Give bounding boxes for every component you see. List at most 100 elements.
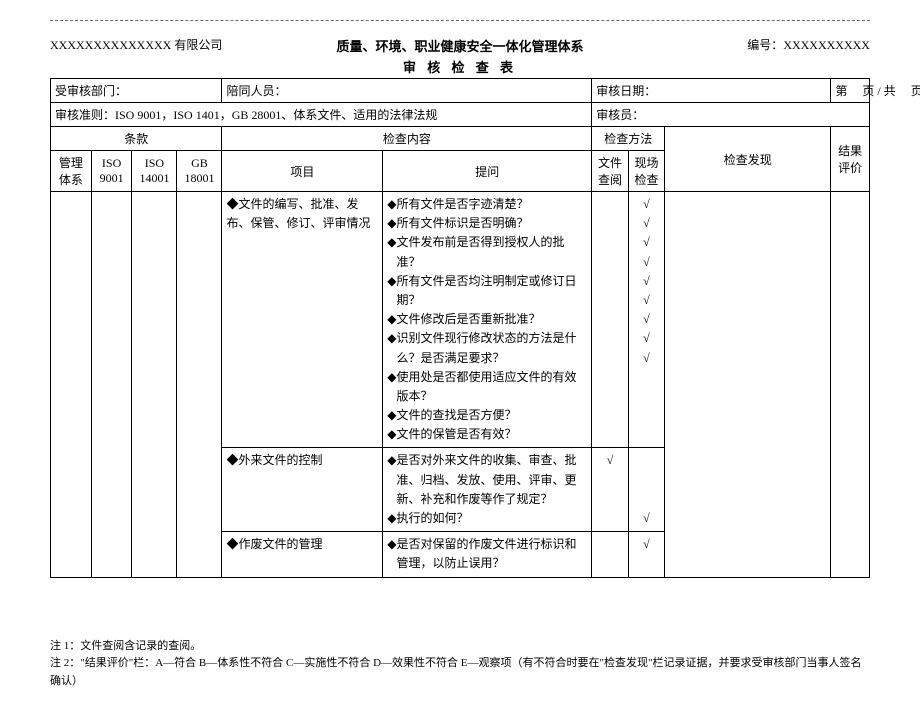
question-line: ◆文件的保管是否有效？ [387, 425, 587, 444]
check-mark: √ [633, 195, 660, 214]
bullet-icon: ◆ [387, 195, 396, 214]
check-mark: √ [633, 253, 660, 272]
question-line: ◆文件修改后是否重新批准？ [387, 310, 587, 329]
check-mark [596, 291, 623, 310]
question-line: ◆使用处是否都使用适应文件的有效版本？ [387, 368, 587, 406]
check-mark [596, 329, 623, 348]
sitecheck-cell: √ [628, 448, 664, 532]
clause-cell [132, 192, 177, 578]
bullet-icon: ◆ [387, 509, 396, 528]
table-row: ◆文件的编写、批准、发布、保管、修订、评审情况◆所有文件是否字迹清楚？◆所有文件… [51, 192, 870, 448]
question-text: 是否对保留的作废文件进行标识和管理，以防止误用？ [397, 535, 588, 573]
main-table: 受审核部门： 陪同人员： 审核日期： 第 页 / 共 页 审核准则：ISO 90… [50, 78, 870, 578]
col-result: 结果评价 [831, 127, 870, 192]
check-mark [596, 233, 623, 252]
check-mark [596, 471, 623, 490]
docno-label: 编号： [747, 38, 783, 52]
bullet-icon: ◆ [387, 272, 396, 310]
col-question: 提问 [383, 151, 592, 192]
note-1: 注 1：文件查阅含记录的查阅。 [50, 638, 870, 656]
question-line: ◆识别文件现行修改状态的方法是什么？是否满足要求？ [387, 329, 587, 367]
question-line: ◆文件发布前是否得到授权人的批准？ [387, 233, 587, 271]
check-mark [596, 535, 623, 554]
page-mid: 页 / 共 [862, 84, 895, 98]
question-text: 识别文件现行修改状态的方法是什么？是否满足要求？ [397, 329, 588, 367]
check-mark [596, 195, 623, 214]
doc-number: 编号：XXXXXXXXXX [597, 36, 870, 53]
bullet-icon: ◆ [387, 451, 396, 509]
check-mark [596, 272, 623, 291]
question-text: 文件的查找是否方便？ [397, 406, 517, 425]
bullet-icon: ◆ [387, 425, 396, 444]
check-mark [633, 451, 660, 470]
check-mark [596, 253, 623, 272]
col-method: 检查方法 [592, 127, 665, 151]
date-cell: 审核日期： [592, 79, 831, 103]
question-text: 所有文件是否字迹清楚？ [397, 195, 529, 214]
info-row-2: 审核准则：ISO 9001，ISO 1401，GB 28001、体系文件、适用的… [51, 103, 870, 127]
col-iso9001: ISO 9001 [91, 151, 132, 192]
check-mark: √ [633, 535, 660, 554]
bullet-icon: ◆ [387, 233, 396, 271]
col-finding: 检查发现 [665, 127, 831, 192]
accompany-cell: 陪同人员： [222, 79, 592, 103]
check-mark: √ [633, 349, 660, 368]
item-cell: ◆文件的编写、批准、发布、保管、修订、评审情况 [222, 192, 383, 448]
page-cell: 第 页 / 共 页 [831, 79, 870, 103]
question-text: 使用处是否都使用适应文件的有效版本？ [397, 368, 588, 406]
col-item: 项目 [222, 151, 383, 192]
question-text: 文件发布前是否得到授权人的批准？ [397, 233, 588, 271]
check-mark: √ [633, 291, 660, 310]
top-divider [50, 20, 870, 21]
question-line: ◆所有文件是否均注明制定或修订日期？ [387, 272, 587, 310]
check-mark: √ [633, 272, 660, 291]
result-cell[interactable] [831, 192, 870, 578]
col-sitecheck: 现场检查 [628, 151, 664, 192]
question-text: 文件的保管是否有效？ [397, 425, 517, 444]
question-text: 所有文件是否均注明制定或修订日期？ [397, 272, 588, 310]
check-mark: √ [633, 310, 660, 329]
bullet-icon: ◆ [387, 310, 396, 329]
title-line2: 审 核 检 查 表 [323, 57, 596, 76]
question-line: ◆所有文件标识是否明确？ [387, 214, 587, 233]
docreview-cell [592, 532, 628, 577]
dept-cell: 受审核部门： [51, 79, 222, 103]
bullet-icon: ◆ [387, 329, 396, 367]
header-row-1: 条款 检查内容 检查方法 检查发现 结果评价 [51, 127, 870, 151]
sitecheck-cell: √√√√√√√√√ [628, 192, 664, 448]
col-docreview: 文件查阅 [592, 151, 628, 192]
question-cell: ◆所有文件是否字迹清楚？◆所有文件标识是否明确？◆文件发布前是否得到授权人的批准… [383, 192, 592, 448]
col-gb18001: GB 18001 [177, 151, 222, 192]
dept-label: 受审核部门： [55, 84, 127, 98]
check-mark: √ [596, 451, 623, 470]
question-line: ◆文件的查找是否方便？ [387, 406, 587, 425]
col-clause: 条款 [51, 127, 222, 151]
question-line: ◆所有文件是否字迹清楚？ [387, 195, 587, 214]
question-cell: ◆是否对保留的作废文件进行标识和管理，以防止误用？ [383, 532, 592, 577]
question-line: ◆是否对保留的作废文件进行标识和管理，以防止误用？ [387, 535, 587, 573]
company-name: XXXXXXXXXXXXXX 有限公司 [50, 36, 323, 53]
finding-cell[interactable] [665, 192, 831, 578]
check-mark [633, 490, 660, 509]
date-label: 审核日期： [596, 84, 656, 98]
check-mark [596, 214, 623, 233]
check-mark [633, 471, 660, 490]
col-iso14001: ISO 14001 [132, 151, 177, 192]
header-row: XXXXXXXXXXXXXX 有限公司 质量、环境、职业健康安全一体化管理体系 … [50, 36, 870, 76]
docreview-cell [592, 192, 628, 448]
criteria-value: ISO 9001，ISO 1401，GB 28001、体系文件、适用的法律法规 [115, 108, 437, 122]
page-suffix: 页 [911, 84, 920, 98]
question-text: 是否对外来文件的收集、审查、批准、归档、发放、使用、评审、更新、补充和作废等作了… [397, 451, 588, 509]
check-mark: √ [633, 329, 660, 348]
bullet-icon: ◆ [387, 368, 396, 406]
accompany-label: 陪同人员： [226, 84, 286, 98]
clause-cell [177, 192, 222, 578]
bullet-icon: ◆ [387, 406, 396, 425]
check-mark: √ [633, 509, 660, 528]
data-rows: ◆文件的编写、批准、发布、保管、修订、评审情况◆所有文件是否字迹清楚？◆所有文件… [51, 192, 870, 578]
question-text: 执行的如何？ [397, 509, 469, 528]
item-cell: ◆作废文件的管理 [222, 532, 383, 577]
check-mark [596, 310, 623, 329]
docno-value: XXXXXXXXXX [783, 38, 870, 52]
bullet-icon: ◆ [387, 535, 396, 573]
